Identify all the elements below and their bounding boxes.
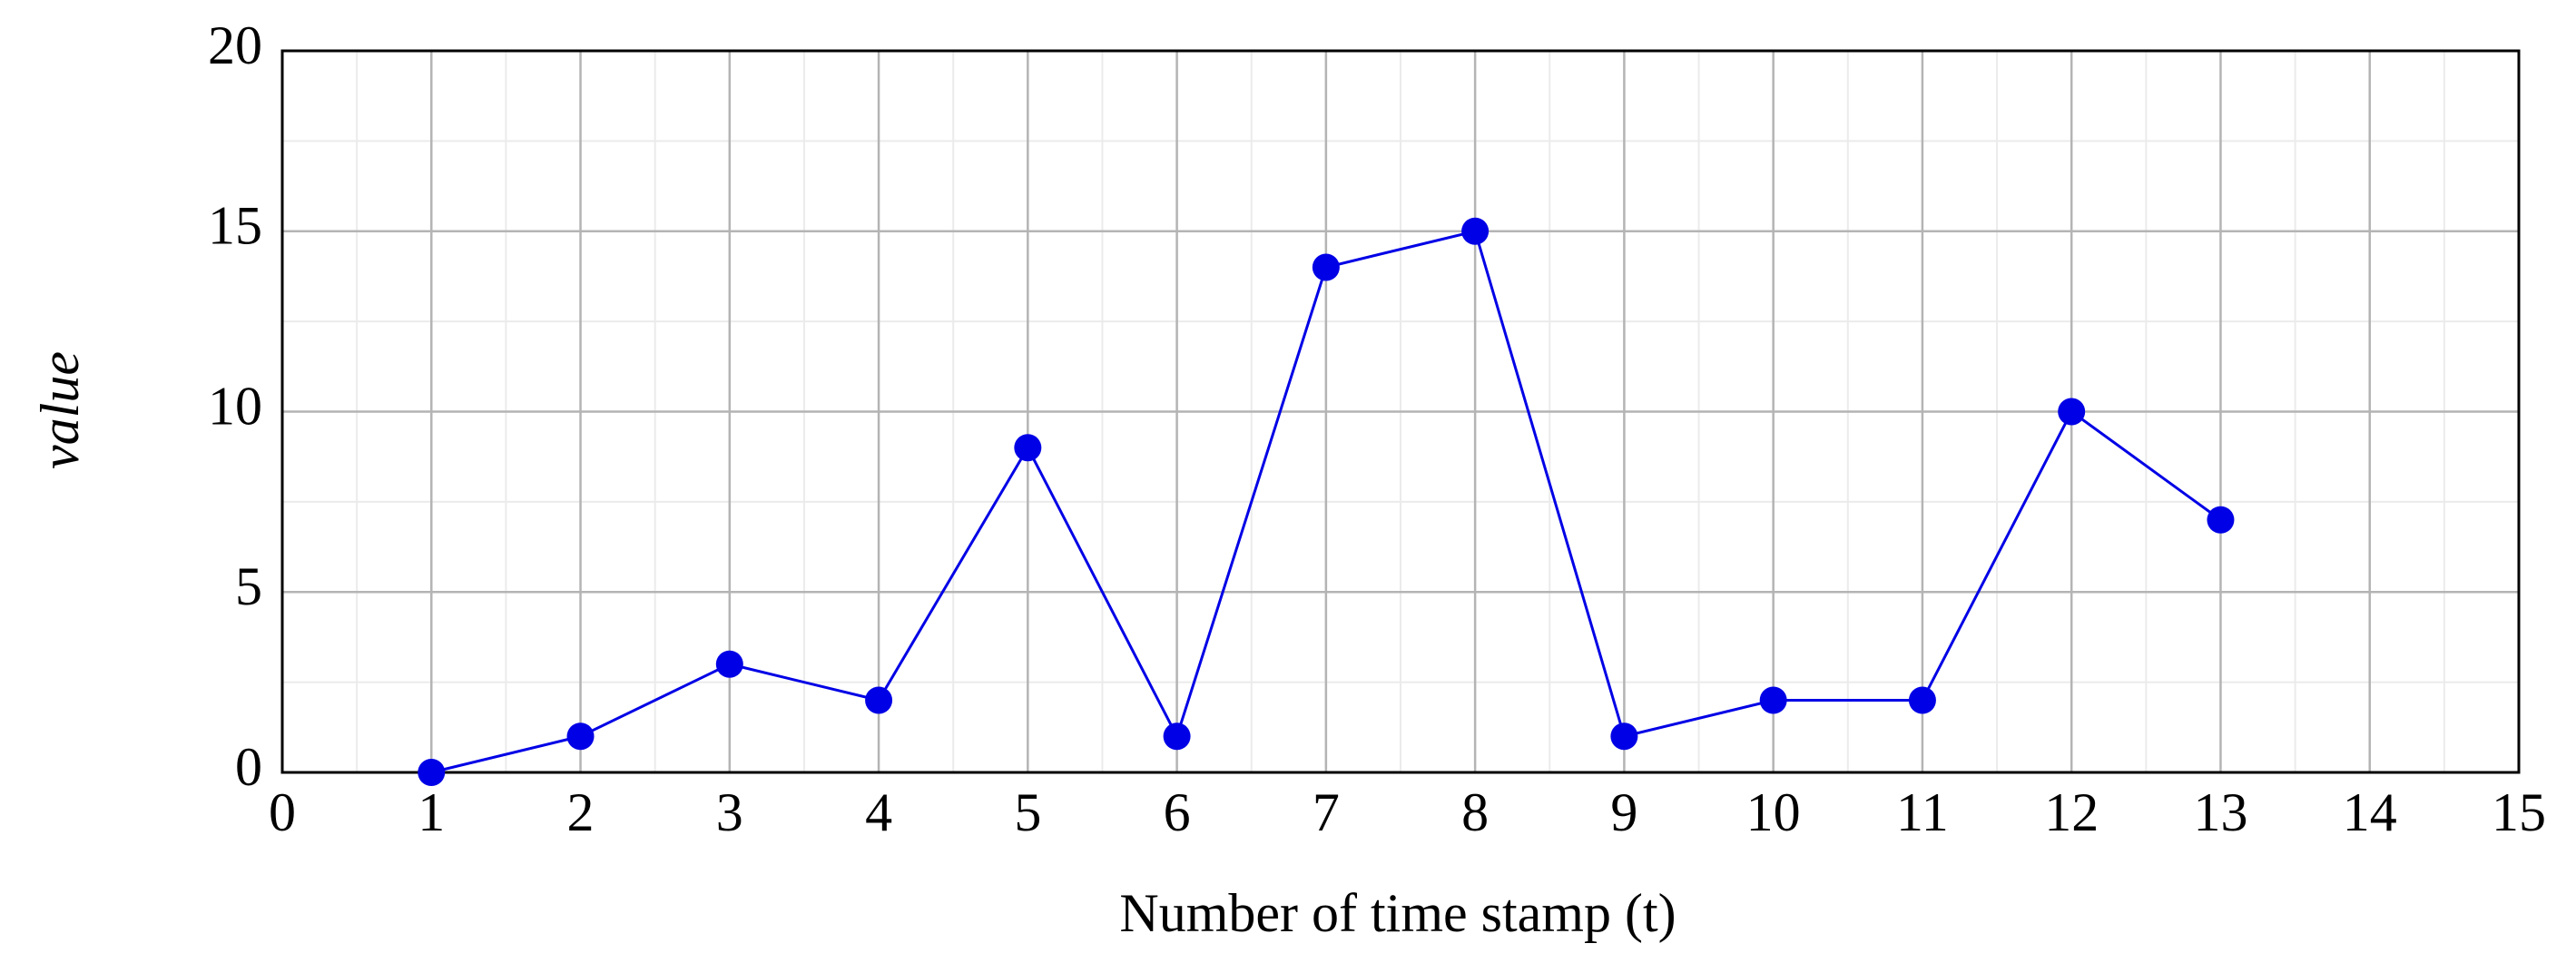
x-tick-label: 2 bbox=[567, 782, 595, 842]
x-tick-label: 7 bbox=[1313, 782, 1340, 842]
data-point bbox=[1163, 722, 1191, 751]
x-tick-label: 15 bbox=[2492, 782, 2546, 842]
x-tick-label: 4 bbox=[865, 782, 892, 842]
data-point bbox=[865, 686, 893, 714]
data-point bbox=[1461, 217, 1490, 245]
data-point bbox=[418, 759, 446, 786]
y-axis-label: value bbox=[30, 351, 90, 469]
data-point bbox=[715, 650, 743, 678]
x-tick-label: 1 bbox=[418, 782, 445, 842]
data-point bbox=[1759, 686, 1787, 714]
data-point bbox=[1014, 434, 1042, 462]
x-tick-label: 0 bbox=[269, 782, 296, 842]
y-tick-label: 10 bbox=[208, 376, 262, 436]
x-tick-label: 14 bbox=[2343, 782, 2397, 842]
y-tick-label: 0 bbox=[235, 737, 262, 797]
y-tick-label: 15 bbox=[208, 196, 262, 256]
x-tick-label: 3 bbox=[716, 782, 743, 842]
data-point bbox=[1908, 686, 1936, 714]
plot-frame bbox=[280, 49, 2521, 774]
x-tick-label: 6 bbox=[1164, 782, 1191, 842]
x-tick-label: 13 bbox=[2193, 782, 2247, 842]
data-point bbox=[1312, 253, 1340, 281]
x-tick-label: 9 bbox=[1610, 782, 1637, 842]
data-point bbox=[2207, 506, 2235, 534]
x-axis-label: Number of time stamp (t) bbox=[1119, 883, 1676, 943]
y-tick-label: 5 bbox=[235, 556, 262, 616]
x-tick-label: 10 bbox=[1746, 782, 1801, 842]
x-tick-label: 12 bbox=[2044, 782, 2099, 842]
y-tick-label: 20 bbox=[208, 15, 262, 75]
x-tick-label: 11 bbox=[1896, 782, 1949, 842]
data-point bbox=[1610, 722, 1638, 751]
x-tick-label: 8 bbox=[1461, 782, 1489, 842]
x-tick-label: 5 bbox=[1014, 782, 1041, 842]
data-point bbox=[2058, 398, 2086, 426]
data-point bbox=[566, 722, 595, 751]
